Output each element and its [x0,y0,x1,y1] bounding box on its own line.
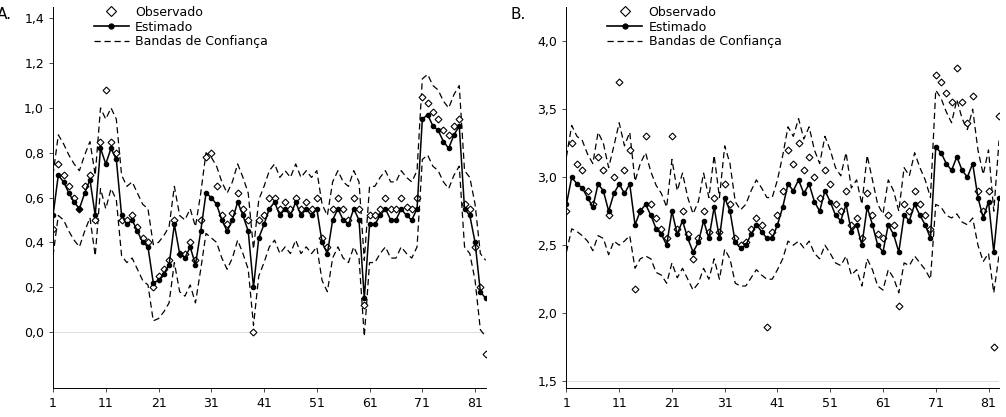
Legend: Observado, Estimado, Bandas de Confiança: Observado, Estimado, Bandas de Confiança [94,6,268,48]
Text: B.: B. [510,7,525,22]
Legend: Observado, Estimado, Bandas de Confiança: Observado, Estimado, Bandas de Confiança [608,6,782,48]
Text: A.: A. [0,7,12,22]
